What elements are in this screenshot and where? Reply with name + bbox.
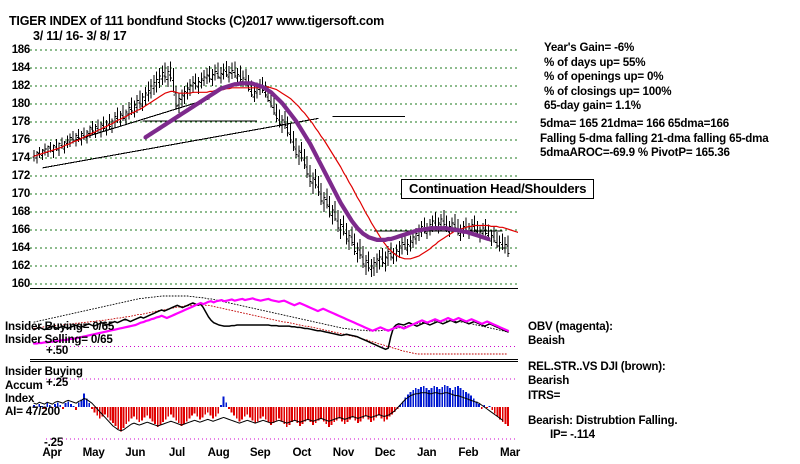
y-axis-tick: 172 — [11, 170, 31, 182]
relstr-title: REL.STR..VS DJI (brown): — [528, 359, 666, 373]
pattern-annotation-callout[interactable]: Continuation Head/Shoulders — [401, 179, 595, 199]
ai-value-label: AI= 47/200 — [5, 405, 61, 418]
obv-relstrength-panel[interactable] — [30, 288, 518, 360]
x-axis-tick: Oct — [292, 446, 312, 459]
date-range-label: 3/ 11/ 16- 3/ 8/ 17 — [33, 29, 127, 43]
y-axis-tick: 186 — [11, 44, 31, 56]
itrs-value: ITRS= — [528, 388, 561, 402]
insider-selling-label: Insider Selling= 0/65 — [5, 333, 113, 346]
y-axis-tick: 162 — [11, 260, 31, 272]
y-axis-tick: 174 — [11, 152, 31, 164]
x-axis-tick: Dec — [374, 446, 396, 459]
aroc-pivot-stat: 5dmaAROC=-69.9 % PivotP= 165.36 — [540, 146, 730, 160]
pct-closings-up-stat: % of closings up= 100% — [544, 84, 672, 98]
x-axis-tick: Jan — [417, 446, 437, 459]
y-axis-tick: 184 — [11, 62, 31, 74]
x-axis-tick: Jul — [168, 446, 185, 459]
price-y-axis: 186 184 182 180 178 176 174 172 170 168 166 164 162 1… — [0, 40, 31, 292]
indicator-summary-panel: OBV (magenta): Beaish REL.STR..VS DJI (b… — [528, 320, 798, 454]
y-axis-tick: 160 — [11, 278, 31, 290]
x-axis-tick: Mar — [499, 446, 521, 459]
summary-text: Bearish: Distrubtion Falling. — [528, 414, 678, 428]
insider-buying-title: Insider Buying — [5, 365, 83, 378]
ip-value: IP= -.114 — [550, 428, 595, 442]
x-axis-tick: May — [82, 446, 105, 459]
y-axis-tick: 168 — [11, 206, 31, 218]
accumulation-index-panel[interactable] — [30, 361, 518, 445]
x-axis-tick: Nov — [332, 446, 355, 459]
x-axis-tick: Apr — [42, 446, 62, 459]
obv-scale-plus-50-label: +.50 — [46, 344, 69, 357]
pct-openings-up-stat: % of openings up= 0% — [544, 70, 664, 84]
y-axis-tick: 182 — [11, 80, 31, 92]
relstr-value: Bearish — [528, 374, 570, 388]
insider-buying-label: Insider Buying= 0/65 — [5, 320, 115, 333]
years-gain-stat: Year's Gain= -6% — [544, 41, 635, 54]
y-axis-tick: 176 — [11, 134, 31, 146]
y-axis-tick: 180 — [11, 98, 31, 110]
x-axis-tick: Sep — [249, 446, 271, 459]
obv-value: Beaish — [528, 334, 565, 348]
price-chart-panel[interactable] — [30, 40, 518, 292]
gain-65day-stat: 65-day gain= 1.1% — [544, 99, 641, 113]
accum-scale-plus-25-label: +.25 — [46, 376, 69, 389]
accum-label: Accum — [5, 379, 43, 392]
x-axis-tick: Feb — [458, 446, 479, 459]
index-label: Index — [5, 392, 35, 405]
y-axis-tick: 164 — [11, 242, 31, 254]
page-title: TIGER INDEX of 111 bondfund Stocks (C)20… — [9, 14, 385, 28]
x-axis-tick: Aug — [207, 446, 230, 459]
moving-averages-stat: 5dma= 165 21dma= 166 65dma=166 — [540, 116, 729, 130]
accum-scale-minus-25-label: -.25 — [44, 436, 64, 449]
statistics-panel: Year's Gain= -6% % of days up= 55% % of … — [540, 41, 798, 161]
obv-title: OBV (magenta): — [528, 320, 613, 333]
pct-days-up-stat: % of days up= 55% — [544, 55, 646, 69]
y-axis-tick: 166 — [11, 224, 31, 236]
y-axis-tick: 170 — [11, 188, 31, 200]
y-axis-tick: 178 — [11, 116, 31, 128]
ma-trend-stat: Falling 5-dma falling 21-dma falling 65-… — [540, 131, 769, 145]
x-axis-tick: Jun — [125, 446, 146, 459]
x-axis-month-labels: Apr May Jun Jul Aug Sep Oct Nov Dec Jan Feb Mar — [30, 446, 521, 462]
